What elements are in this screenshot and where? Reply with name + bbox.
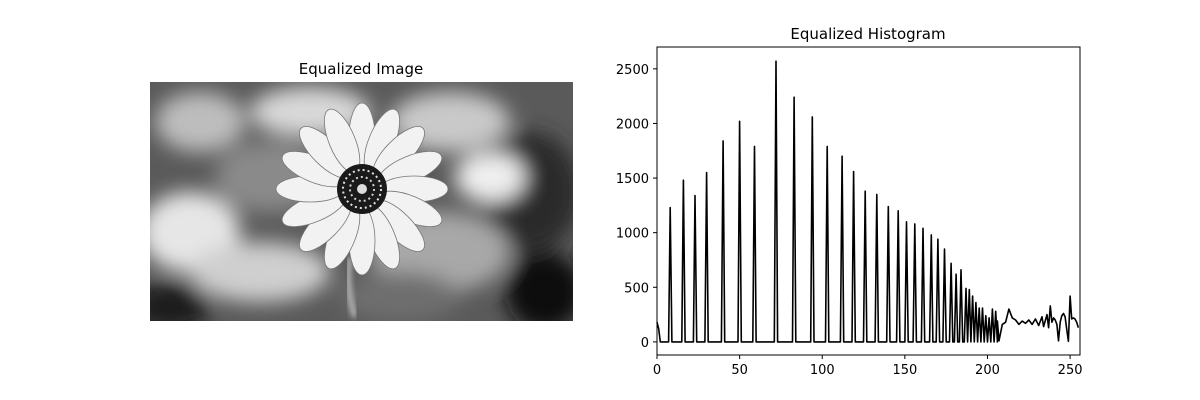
equalized-image (150, 82, 573, 321)
image-title: Equalized Image (298, 60, 424, 78)
y-tick-label: 1500 (616, 172, 649, 187)
plot-frame (656, 46, 1081, 356)
y-tick-label: 500 (624, 281, 649, 296)
y-tick-label: 2500 (616, 63, 649, 78)
y-tick-label: 1000 (616, 227, 649, 242)
x-tick-label: 0 (653, 363, 661, 378)
x-tick-label: 250 (1058, 363, 1083, 378)
x-tick-label: 150 (892, 363, 917, 378)
chart-title: Equalized Histogram (790, 25, 946, 43)
histogram-line (656, 60, 1080, 343)
y-tick-label: 2000 (616, 117, 649, 132)
x-tick-label: 200 (975, 363, 1000, 378)
x-tick-label: 100 (810, 363, 835, 378)
y-tick-label: 0 (641, 336, 649, 351)
x-tick-label: 50 (731, 363, 748, 378)
